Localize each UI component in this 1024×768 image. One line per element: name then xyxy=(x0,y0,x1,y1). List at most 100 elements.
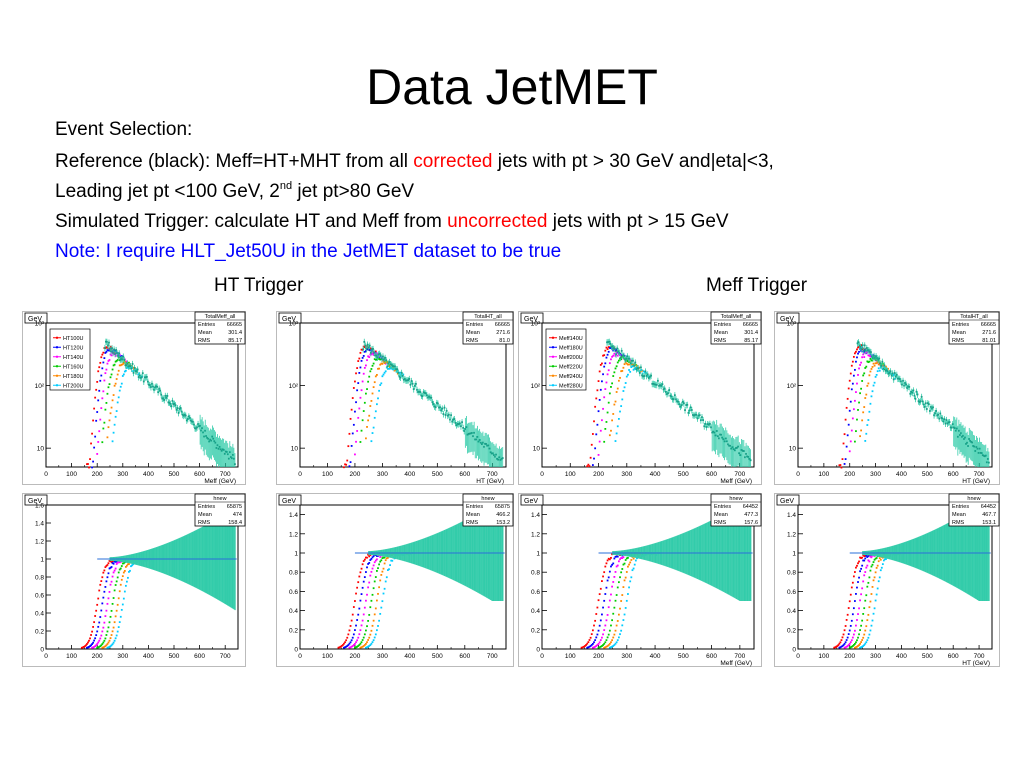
efficiency-point xyxy=(104,566,107,569)
series-point xyxy=(119,356,122,358)
series-point xyxy=(637,368,640,371)
series-point xyxy=(358,372,361,374)
reference-point xyxy=(469,432,472,435)
reference-point xyxy=(679,405,682,408)
series-point xyxy=(374,375,377,378)
x-tick-label: 300 xyxy=(377,471,388,478)
efficiency-point xyxy=(362,560,365,562)
series-point xyxy=(629,360,632,363)
efficiency-point xyxy=(381,600,384,603)
reference-point xyxy=(964,436,966,439)
reference-point xyxy=(443,406,446,409)
reference-point xyxy=(903,384,905,387)
series-point xyxy=(860,387,863,390)
efficiency-point xyxy=(87,641,89,644)
reference-point xyxy=(607,341,610,343)
efficiency-point xyxy=(371,641,374,643)
efficiency-point xyxy=(587,646,590,649)
series-point xyxy=(892,374,895,377)
efficiency-point xyxy=(628,586,630,589)
series-point xyxy=(107,349,110,352)
reference-point xyxy=(979,451,982,454)
legend-entry: HT140U xyxy=(63,355,84,361)
plot-area xyxy=(797,504,993,650)
reference-point xyxy=(375,354,378,357)
series-point xyxy=(860,349,863,352)
series-point xyxy=(603,365,606,368)
efficiency-point xyxy=(844,641,847,644)
reference-point xyxy=(681,400,684,403)
efficiency-point xyxy=(596,644,599,646)
series-point xyxy=(371,432,374,434)
efficiency-point xyxy=(350,645,353,648)
y-tick-label: 10 xyxy=(37,446,45,453)
reference-point xyxy=(121,358,124,361)
efficiency-point xyxy=(594,619,597,622)
efficiency-point xyxy=(92,641,95,644)
reference-point xyxy=(686,403,689,406)
series-point xyxy=(116,373,119,376)
ylabel-box xyxy=(278,312,302,324)
series-point xyxy=(868,354,871,357)
reference-point xyxy=(669,394,672,397)
efficiency-point xyxy=(356,586,359,589)
efficiency-point xyxy=(595,636,598,639)
reference-highlight: corrected xyxy=(413,151,493,172)
reference-point xyxy=(685,404,688,406)
series-point xyxy=(114,355,117,357)
series-point xyxy=(587,463,590,466)
stats-box-value: 271.6 xyxy=(982,330,996,336)
reference-point xyxy=(960,432,962,435)
efficiency-point xyxy=(382,556,385,559)
efficiency-point xyxy=(372,587,375,590)
series-point xyxy=(620,370,623,373)
efficiency-point xyxy=(106,564,109,566)
series-point xyxy=(844,458,847,460)
efficiency-point xyxy=(844,625,847,627)
reference-point xyxy=(945,419,948,421)
series-point xyxy=(866,360,869,363)
efficiency-point xyxy=(372,555,375,558)
series-point xyxy=(864,352,867,355)
stats-box-label: RMS xyxy=(198,520,211,526)
stats-box-frame xyxy=(462,493,514,527)
reference-point xyxy=(212,437,215,440)
efficiency-point xyxy=(373,561,376,564)
reference-point xyxy=(211,435,214,438)
stats-box-value: 66665 xyxy=(227,322,242,328)
reference-point xyxy=(145,376,148,378)
reference-point xyxy=(158,387,161,390)
reference-point xyxy=(690,409,693,411)
series-point xyxy=(106,346,109,349)
efficiency-point xyxy=(846,636,849,639)
reference-point xyxy=(722,438,725,441)
series-point xyxy=(378,358,381,360)
series-point xyxy=(356,389,359,392)
y-tick-label: 0.6 xyxy=(35,593,44,600)
efficiency-point xyxy=(359,571,362,574)
reference-point xyxy=(917,400,920,403)
series-point xyxy=(874,358,877,361)
series-point xyxy=(120,363,123,366)
reference-point xyxy=(198,425,200,428)
series-point xyxy=(96,453,99,455)
series-point xyxy=(367,380,370,383)
efficiency-point xyxy=(603,599,606,602)
reference-point xyxy=(929,410,931,412)
reference-point xyxy=(111,347,113,350)
series-point xyxy=(847,423,850,426)
series-point xyxy=(369,370,372,373)
reference-point xyxy=(713,431,716,434)
efficiency-point xyxy=(872,612,875,615)
efficiency-point xyxy=(868,576,871,579)
series-point xyxy=(857,374,859,376)
efficiency-point xyxy=(851,636,854,639)
efficiency-point xyxy=(846,645,849,647)
reference-point xyxy=(376,356,379,359)
efficiency-point xyxy=(103,590,106,593)
reference-point xyxy=(655,383,658,386)
reference-point xyxy=(872,357,874,359)
reference-point xyxy=(451,420,454,423)
legend-entry: HT200U xyxy=(63,383,84,389)
series-point xyxy=(99,379,102,382)
